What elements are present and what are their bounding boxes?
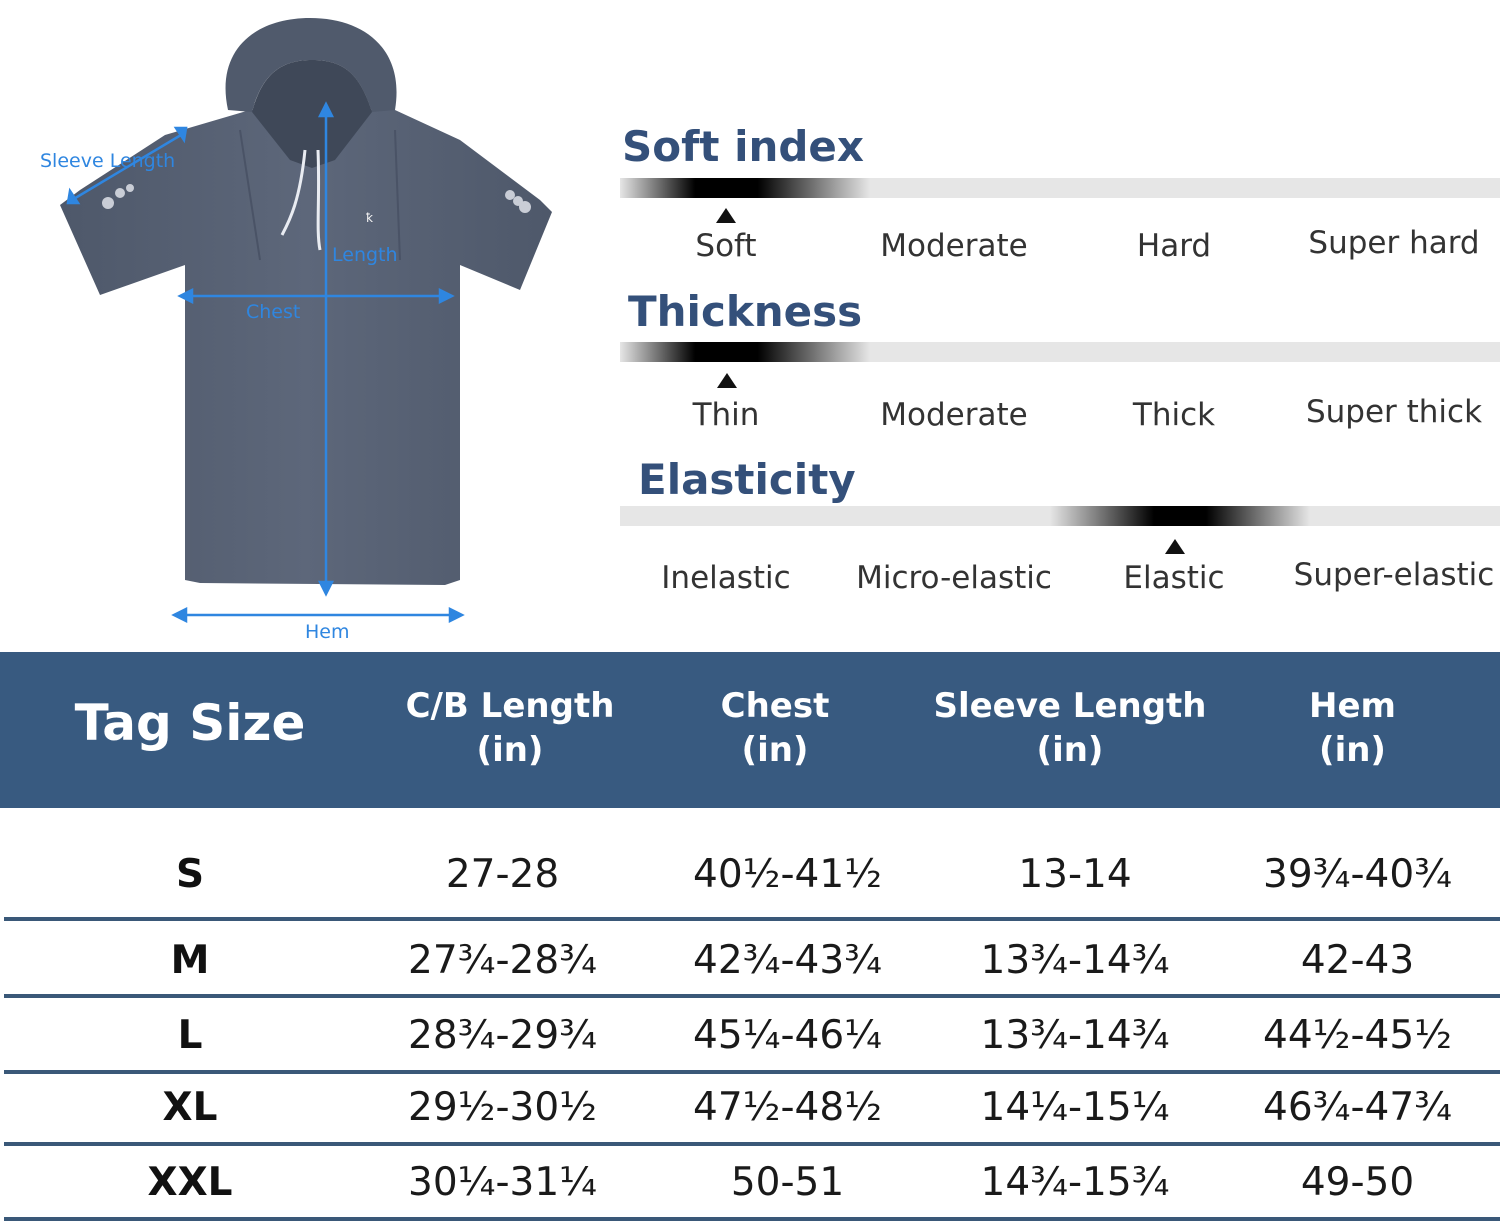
soft-index-level: Super hard [1308, 225, 1480, 261]
cb-length-cell: 27¾-28¾ [408, 938, 597, 983]
cb-length-header: C/B Length (in) [405, 686, 615, 770]
soft-index-level: Hard [1136, 228, 1212, 264]
hem-label: Hem [305, 621, 350, 643]
chest-cell: 45¼-46¼ [693, 1013, 882, 1058]
soft-index-title: Soft index [622, 122, 865, 171]
thickness-scale [620, 342, 1500, 362]
elasticity-title: Elasticity [638, 455, 856, 504]
sleeve-length-cell: 13¾-14¾ [980, 1013, 1170, 1058]
elasticity-scale [620, 506, 1500, 526]
row-divider [4, 1142, 1500, 1146]
dimension-lines [66, 101, 465, 624]
size-cell: S [175, 852, 205, 897]
row-divider [4, 1217, 1500, 1221]
chest-cell: 40½-41½ [693, 852, 882, 897]
chest-cell: 42¾-43¾ [693, 938, 882, 983]
thickness-marker [717, 373, 737, 388]
table-row: XL 29½-30½ 47½-48½ 14¼-15¼ 46¾-47¾ [0, 1068, 1500, 1148]
soft-index-marker [716, 208, 736, 223]
sleeve-length-cell: 13-14 [1018, 852, 1132, 897]
thickness-level: Thin [692, 397, 760, 433]
sleeve-length-header: Sleeve Length (in) [933, 686, 1207, 770]
hoodie-body [60, 110, 552, 585]
hood [225, 18, 397, 112]
thickness-level: Super thick [1305, 394, 1483, 430]
hoodie-illustration: ꝁ [60, 18, 552, 624]
cb-length-cell: 30¼-31¼ [408, 1160, 597, 1205]
elasticity-marker [1165, 539, 1185, 554]
hem-header: Hem (in) [1309, 686, 1396, 770]
length-label: Length [332, 244, 398, 266]
row-divider [4, 1070, 1500, 1074]
cb-length-cell: 27-28 [445, 852, 560, 897]
sleeve-length-cell: 14¼-15¼ [980, 1085, 1170, 1130]
row-divider [4, 917, 1500, 921]
size-cell: XXL [147, 1160, 233, 1205]
chest-header: Chest (in) [720, 686, 830, 770]
sleeve-length-label: Sleeve Length [40, 150, 176, 172]
garment-diagram: ꝁ Sleeve Length Length Chest Hem [0, 0, 600, 650]
cb-length-cell: 29½-30½ [408, 1085, 597, 1130]
table-row: L 28¾-29¾ 45¼-46¼ 13¾-14¾ 44½-45½ [0, 996, 1500, 1076]
elasticity-level: Elastic [1123, 560, 1225, 596]
row-divider [4, 994, 1500, 998]
hood-inner [252, 60, 372, 168]
thickness-level: Thick [1132, 397, 1216, 433]
size-cell: M [170, 938, 210, 983]
elasticity-level: Inelastic [661, 560, 791, 596]
chest-label: Chest [246, 301, 301, 323]
elasticity-level: Super-elastic [1293, 557, 1495, 593]
hem-cell: 39¾-40¾ [1263, 852, 1452, 897]
soft-index-level: Soft [695, 228, 757, 264]
soft-index-scale [620, 178, 1500, 198]
chest-cell: 47½-48½ [693, 1085, 882, 1130]
elasticity-level: Micro-elastic [856, 560, 1052, 596]
hem-cell: 44½-45½ [1263, 1013, 1452, 1058]
size-cell: L [177, 1013, 203, 1058]
soft-index-level: Moderate [880, 228, 1028, 264]
sleeve-length-cell: 14¾-15¾ [980, 1160, 1170, 1205]
thickness-level: Moderate [880, 397, 1028, 433]
table-row: M 27¾-28¾ 42¾-43¾ 13¾-14¾ 42-43 [0, 921, 1500, 1001]
cb-length-cell: 28¾-29¾ [408, 1013, 597, 1058]
hem-cell: 46¾-47¾ [1263, 1085, 1452, 1130]
table-row: XXL 30¼-31¼ 50-51 14¾-15¾ 49-50 [0, 1143, 1500, 1223]
sleeve-length-cell: 13¾-14¾ [980, 938, 1170, 983]
hem-cell: 49-50 [1300, 1160, 1415, 1205]
size-cell: XL [162, 1085, 218, 1130]
tag-size-header: Tag Size [74, 694, 306, 752]
size-table-header: Tag Size C/B Length (in) Chest (in) Slee… [0, 652, 1500, 808]
svg-text:ꝁ: ꝁ [366, 211, 373, 225]
table-row: S 27-28 40½-41½ 13-14 39¾-40¾ [0, 835, 1500, 915]
hem-cell: 42-43 [1300, 938, 1415, 983]
chest-cell: 50-51 [730, 1160, 845, 1205]
thickness-title: Thickness [628, 287, 863, 336]
